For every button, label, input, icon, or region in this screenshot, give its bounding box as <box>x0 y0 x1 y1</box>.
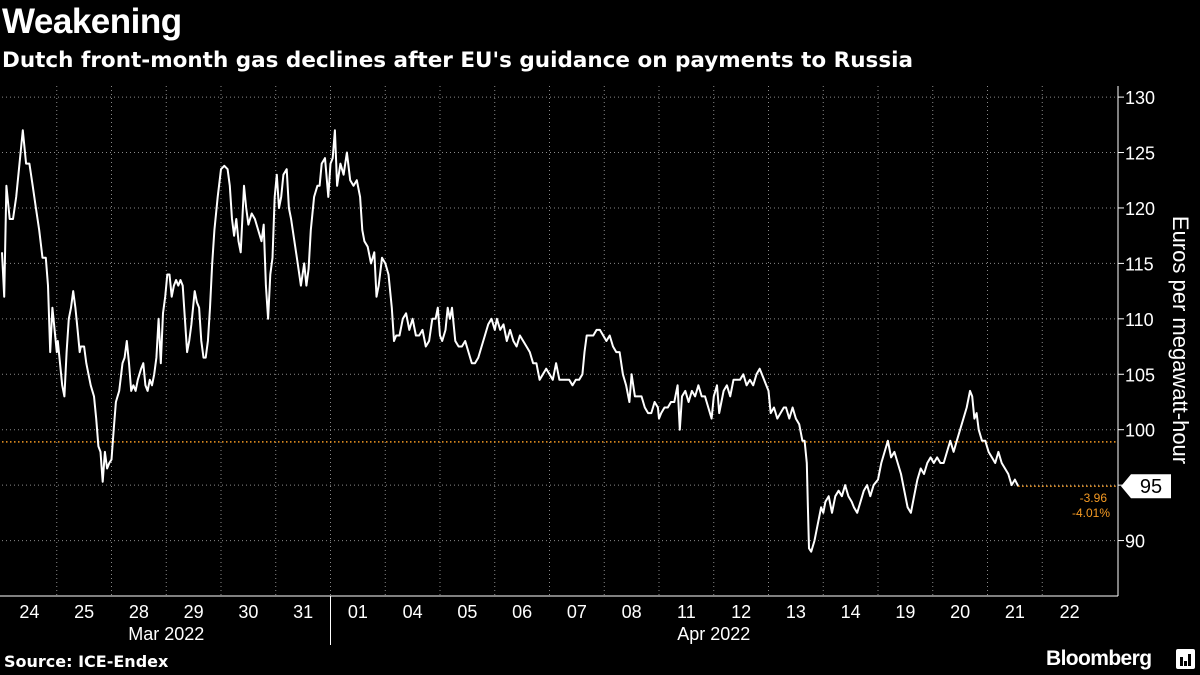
change-percent: -4.01% <box>1072 506 1110 520</box>
vertical-gridlines <box>56 86 1043 596</box>
x-tick-label: 11 <box>677 602 696 622</box>
y-tick-label: 105 <box>1125 365 1155 385</box>
x-tick-label: 14 <box>841 602 861 622</box>
x-tick-label: 04 <box>403 602 423 622</box>
x-tick-label: 05 <box>457 602 477 622</box>
bloomberg-logo: Bloomberg <box>1046 647 1152 670</box>
axes <box>0 86 1119 645</box>
last-value-badge: 95 <box>1121 474 1171 499</box>
x-tick-label: 07 <box>567 602 587 622</box>
chart-title: Weakening <box>2 2 182 41</box>
x-tick-label: 08 <box>622 602 642 622</box>
x-tick-label: 25 <box>74 602 94 622</box>
horizontal-gridlines <box>2 96 1118 542</box>
x-tick-label: 29 <box>184 602 204 622</box>
x-tick-label: 19 <box>895 602 915 622</box>
x-tick-label: 22 <box>1060 602 1080 622</box>
price-series-line <box>1 129 1020 553</box>
y-tick-label: 125 <box>1125 144 1155 164</box>
change-absolute: -3.96 <box>1080 491 1108 505</box>
x-tick-label: 30 <box>238 602 258 622</box>
y-tick-label: 90 <box>1125 532 1145 552</box>
x-tick-label: 12 <box>731 602 751 622</box>
x-tick-label: 13 <box>786 602 806 622</box>
y-axis-label: Euros per megawatt-hour <box>1168 216 1193 464</box>
last-value-badge-shape <box>1121 474 1171 499</box>
y-tick-label: 115 <box>1125 254 1154 274</box>
x-tick-label: 31 <box>293 602 313 622</box>
x-axis-ticks: 24 25 28 29 30 31 01 04 05 06 07 08 11 12 13 14 19 20 21 22… <box>19 602 1079 644</box>
x-tick-label: 01 <box>348 602 368 622</box>
y-tick-label: 130 <box>1125 88 1155 108</box>
month-label: Mar 2022 <box>128 624 204 644</box>
bloomberg-bar-icon <box>1176 649 1195 669</box>
source-note: Source: ICE-Endex <box>4 652 169 671</box>
x-tick-label: 28 <box>129 602 149 622</box>
x-tick-label: 20 <box>950 602 970 622</box>
x-tick-label: 06 <box>512 602 532 622</box>
chart-subtitle: Dutch front-month gas declines after EU'… <box>2 48 913 73</box>
y-tick-label: 120 <box>1125 199 1155 219</box>
y-tick-label: 100 <box>1125 421 1155 441</box>
y-tick-label: 110 <box>1125 310 1154 330</box>
month-label: Apr 2022 <box>677 624 750 644</box>
last-value-label: 95 <box>1140 476 1162 498</box>
x-tick-label: 21 <box>1005 602 1025 622</box>
x-tick-label: 24 <box>19 602 39 622</box>
